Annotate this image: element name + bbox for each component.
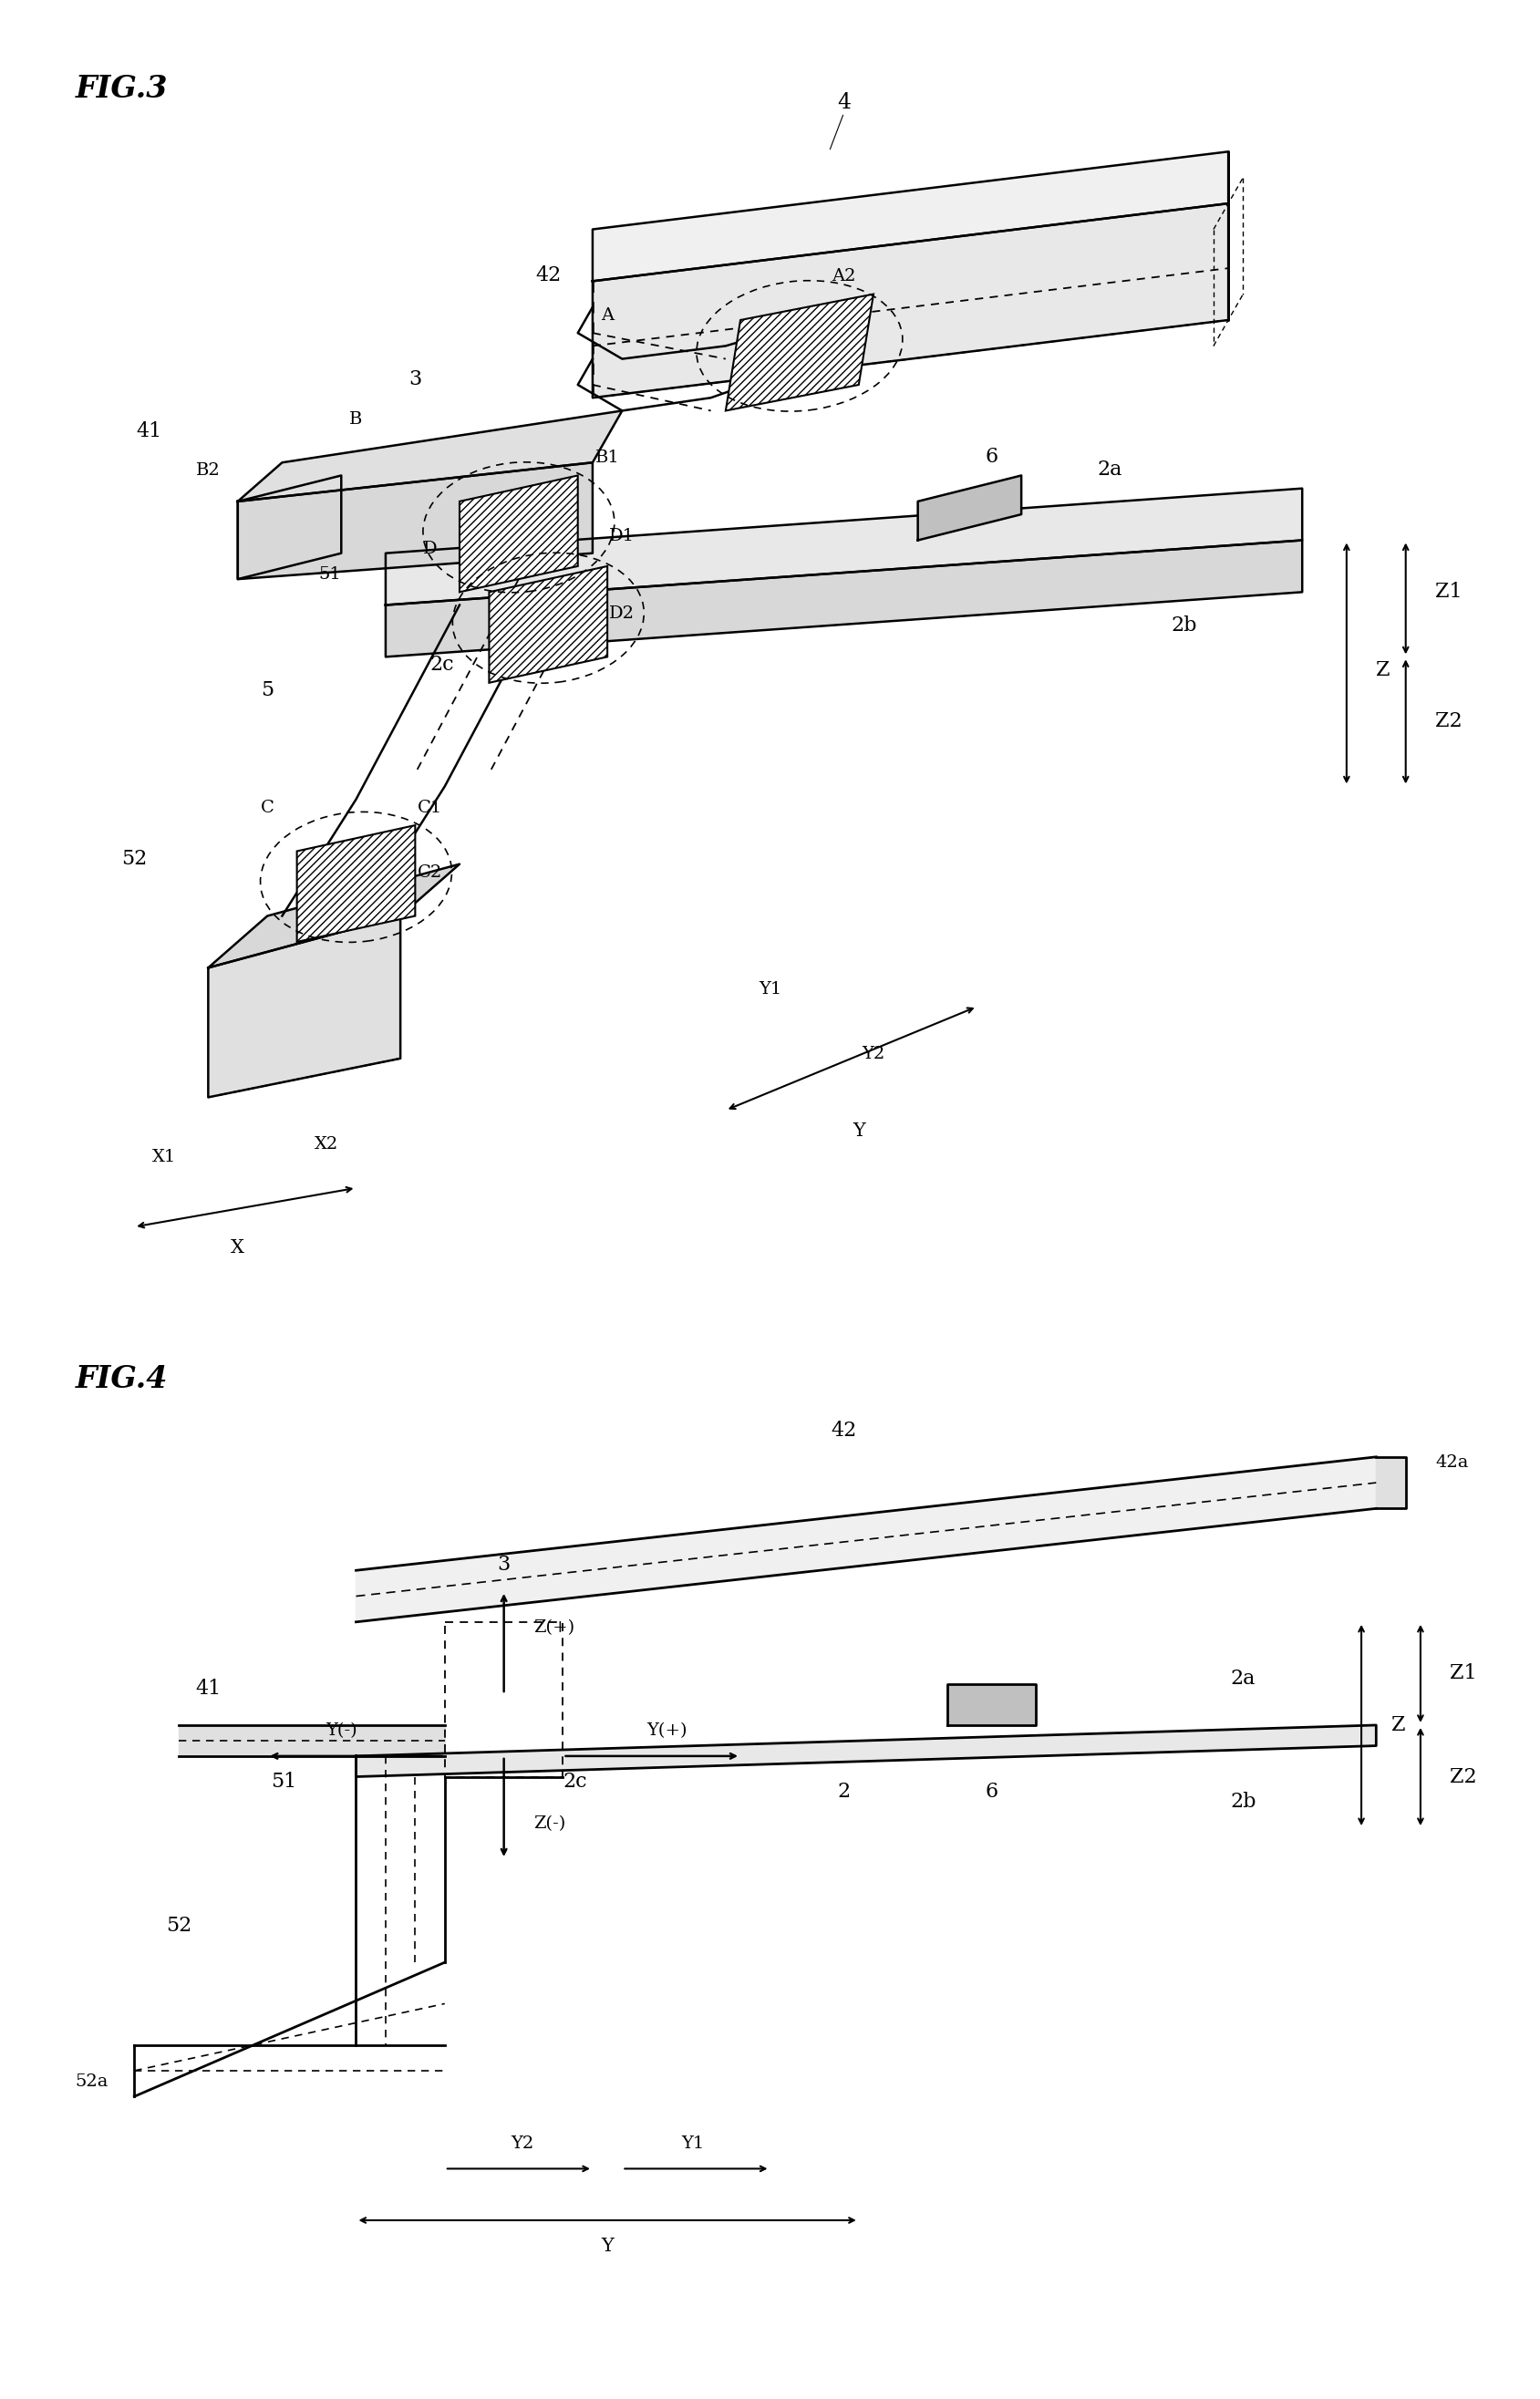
Text: FIG.3: FIG.3	[75, 74, 168, 103]
Text: 42: 42	[832, 1420, 856, 1442]
Text: Y: Y	[853, 1123, 865, 1140]
Text: C1: C1	[417, 799, 442, 816]
Text: B1: B1	[594, 449, 619, 465]
Text: Y2: Y2	[510, 2135, 533, 2152]
Text: X: X	[231, 1238, 245, 1257]
Polygon shape	[385, 489, 1303, 605]
Text: 4: 4	[838, 91, 850, 113]
Text: Z(+): Z(+)	[533, 1619, 574, 1636]
Text: 42: 42	[536, 266, 561, 285]
Polygon shape	[297, 825, 416, 943]
Text: 2a: 2a	[1098, 461, 1123, 480]
Text: 52: 52	[166, 1917, 191, 1936]
Polygon shape	[918, 475, 1021, 540]
Text: C2: C2	[417, 864, 442, 880]
Text: 52: 52	[122, 849, 148, 868]
Text: C: C	[260, 799, 274, 816]
Text: Y(+): Y(+)	[647, 1722, 687, 1739]
Text: B2: B2	[196, 463, 220, 480]
Text: 3: 3	[408, 369, 422, 389]
Polygon shape	[593, 204, 1229, 398]
Text: 2c: 2c	[564, 1770, 587, 1792]
Text: X2: X2	[314, 1137, 339, 1154]
Polygon shape	[208, 916, 400, 1096]
Text: Z1: Z1	[1435, 583, 1463, 602]
Text: 42a: 42a	[1435, 1454, 1469, 1471]
Text: 5: 5	[260, 681, 274, 701]
Text: X1: X1	[152, 1149, 176, 1166]
Text: 6: 6	[986, 1782, 998, 1802]
Text: FIG.4: FIG.4	[75, 1365, 168, 1394]
Text: 2c: 2c	[430, 655, 454, 674]
Text: Z1: Z1	[1451, 1663, 1477, 1684]
Text: 51: 51	[319, 566, 342, 583]
Text: 2b: 2b	[1170, 617, 1197, 636]
Text: B: B	[350, 410, 362, 427]
Text: Y1: Y1	[681, 2135, 704, 2152]
Text: Y2: Y2	[862, 1046, 885, 1063]
Text: Z2: Z2	[1451, 1766, 1477, 1787]
Text: 6: 6	[986, 446, 998, 468]
Text: Z2: Z2	[1435, 713, 1463, 732]
Text: A2: A2	[832, 269, 856, 285]
Polygon shape	[356, 1725, 1377, 1778]
Text: Y: Y	[601, 2238, 613, 2255]
Polygon shape	[237, 463, 593, 578]
Polygon shape	[947, 1684, 1036, 1725]
Polygon shape	[725, 295, 873, 410]
Text: 41: 41	[196, 1679, 222, 1698]
Polygon shape	[237, 410, 622, 501]
Text: A1: A1	[832, 345, 856, 362]
Text: Z: Z	[1377, 660, 1391, 679]
Polygon shape	[459, 475, 578, 593]
Polygon shape	[385, 540, 1303, 657]
Text: 41: 41	[136, 422, 162, 441]
Text: 52a: 52a	[75, 2073, 108, 2090]
Polygon shape	[179, 1725, 445, 1756]
Text: 2: 2	[838, 1782, 850, 1802]
Text: Y1: Y1	[759, 981, 781, 998]
Text: D2: D2	[610, 605, 634, 621]
Polygon shape	[1377, 1456, 1406, 1509]
Text: 2a: 2a	[1230, 1667, 1255, 1689]
Polygon shape	[490, 566, 607, 684]
Text: 2b: 2b	[1230, 1792, 1257, 1811]
Polygon shape	[356, 1456, 1377, 1622]
Text: D: D	[424, 540, 437, 557]
Text: D1: D1	[610, 528, 634, 545]
Text: Z(-): Z(-)	[533, 1816, 565, 1833]
Text: Y(-): Y(-)	[325, 1722, 357, 1739]
Text: Z: Z	[1391, 1715, 1404, 1734]
Polygon shape	[208, 864, 459, 967]
Text: 51: 51	[271, 1770, 297, 1792]
Text: 3: 3	[497, 1555, 510, 1576]
Polygon shape	[593, 151, 1229, 281]
Text: A: A	[601, 307, 614, 324]
